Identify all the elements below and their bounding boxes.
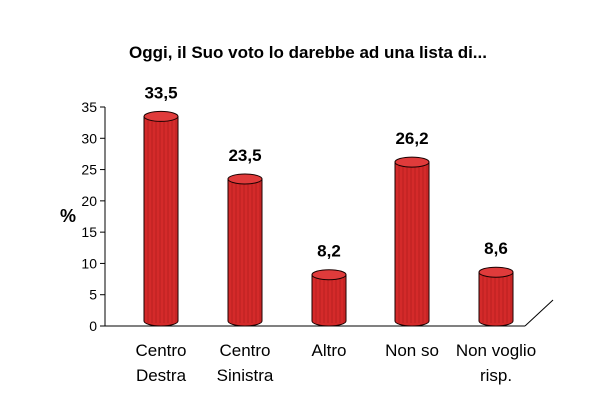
y-ticks: 0 5 10 15 20 25 30 35 — [81, 99, 105, 334]
bar — [311, 269, 347, 327]
floor-depth-line — [524, 299, 554, 327]
category-label: Non so — [385, 341, 439, 360]
category-label: Destra — [136, 366, 187, 385]
bar-top — [478, 266, 514, 278]
bars: 33,5 23,5 8,2 26,2 8,6 — [143, 83, 514, 327]
y-tick-label: 35 — [81, 99, 97, 115]
bar — [227, 173, 263, 327]
bar-body — [311, 274, 347, 327]
bar-body — [227, 178, 263, 327]
bar — [478, 266, 514, 327]
data-label: 8,2 — [317, 242, 341, 261]
bar — [143, 110, 179, 327]
bar-top — [227, 173, 263, 185]
data-label: 26,2 — [395, 129, 428, 148]
category-label: Non voglio — [456, 341, 536, 360]
bar — [394, 156, 430, 327]
y-tick-label: 20 — [81, 193, 97, 209]
bar-body — [143, 115, 179, 327]
data-label: 33,5 — [144, 83, 177, 102]
bar-top — [143, 110, 179, 122]
y-axis-label: % — [60, 206, 76, 226]
bar-body — [394, 161, 430, 327]
y-tick-label: 15 — [81, 224, 97, 240]
category-label: Centro — [219, 341, 270, 360]
category-label: Centro — [135, 341, 186, 360]
y-tick-label: 25 — [81, 162, 97, 178]
bar-top — [394, 156, 430, 168]
y-tick-label: 10 — [81, 255, 97, 271]
bar-top — [311, 269, 347, 281]
category-label: Altro — [312, 341, 347, 360]
bar-body — [478, 271, 514, 327]
category-label: risp. — [480, 366, 512, 385]
y-tick-label: 30 — [81, 130, 97, 146]
data-label: 8,6 — [484, 239, 508, 258]
category-label: Sinistra — [217, 366, 274, 385]
y-tick-label: 0 — [89, 318, 97, 334]
data-label: 23,5 — [228, 146, 261, 165]
category-labels: Centro Destra Centro Sinistra Altro Non so Non… — [135, 341, 536, 385]
y-tick-label: 5 — [89, 287, 97, 303]
chart-title: Oggi, il Suo voto lo darebbe ad una list… — [129, 43, 487, 62]
